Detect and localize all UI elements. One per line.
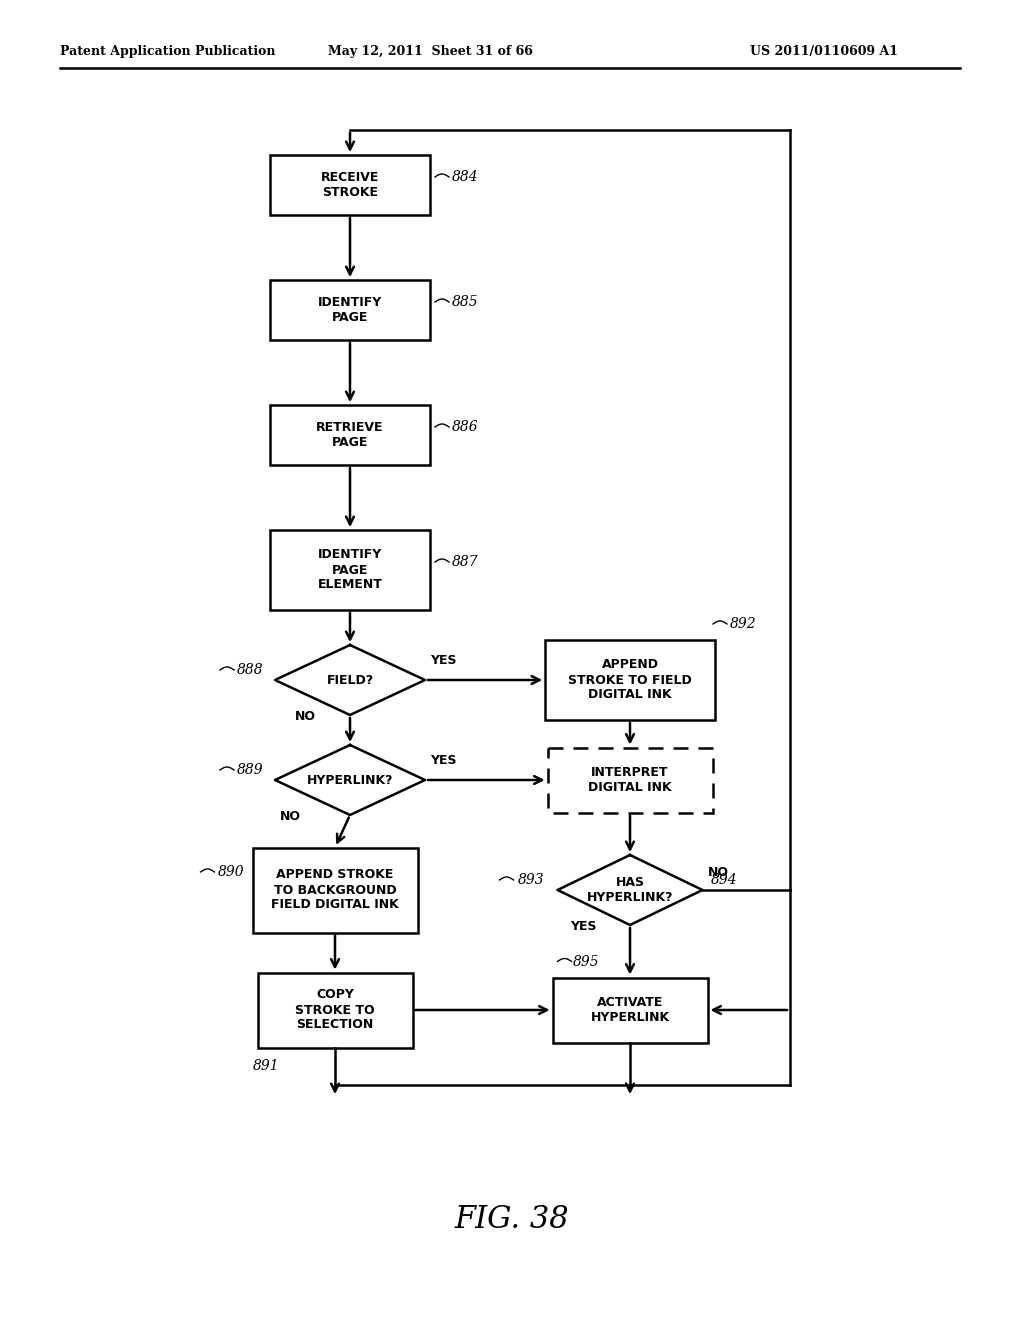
Text: IDENTIFY
PAGE
ELEMENT: IDENTIFY PAGE ELEMENT (317, 549, 382, 591)
Bar (548, 747, 713, 813)
Text: 891: 891 (253, 1059, 280, 1072)
Text: ACTIVATE
HYPERLINK: ACTIVATE HYPERLINK (591, 997, 670, 1024)
Text: 890: 890 (217, 865, 244, 879)
Text: May 12, 2011  Sheet 31 of 66: May 12, 2011 Sheet 31 of 66 (328, 45, 532, 58)
Text: 893: 893 (517, 873, 544, 887)
Text: HAS
HYPERLINK?: HAS HYPERLINK? (587, 876, 673, 904)
Text: 889: 889 (237, 763, 263, 777)
Text: NO: NO (280, 810, 301, 822)
Bar (257, 973, 413, 1048)
Text: INTERPRET
DIGITAL INK: INTERPRET DIGITAL INK (588, 766, 672, 795)
Text: APPEND STROKE
TO BACKGROUND
FIELD DIGITAL INK: APPEND STROKE TO BACKGROUND FIELD DIGITA… (271, 869, 399, 912)
Bar (253, 847, 418, 932)
Text: NO: NO (708, 866, 728, 879)
Text: YES: YES (430, 754, 457, 767)
Text: 886: 886 (452, 420, 478, 434)
Text: 888: 888 (237, 663, 263, 677)
Text: YES: YES (430, 653, 457, 667)
Text: YES: YES (570, 920, 597, 933)
Bar (545, 640, 715, 719)
Text: 884: 884 (452, 170, 478, 183)
Text: IDENTIFY
PAGE: IDENTIFY PAGE (317, 296, 382, 323)
Text: COPY
STROKE TO
SELECTION: COPY STROKE TO SELECTION (295, 989, 375, 1031)
Bar (270, 280, 430, 341)
Text: 887: 887 (452, 554, 478, 569)
Text: FIG. 38: FIG. 38 (455, 1204, 569, 1236)
Text: 894: 894 (711, 873, 737, 887)
Text: APPEND
STROKE TO FIELD
DIGITAL INK: APPEND STROKE TO FIELD DIGITAL INK (568, 659, 692, 701)
Text: NO: NO (295, 710, 316, 723)
Text: HYPERLINK?: HYPERLINK? (307, 774, 393, 787)
Text: 892: 892 (730, 616, 757, 631)
Bar (270, 405, 430, 465)
Text: FIELD?: FIELD? (327, 673, 374, 686)
Bar (270, 531, 430, 610)
Text: 895: 895 (572, 954, 599, 969)
Text: RECEIVE
STROKE: RECEIVE STROKE (321, 172, 379, 199)
Bar (553, 978, 708, 1043)
Text: RETRIEVE
PAGE: RETRIEVE PAGE (316, 421, 384, 449)
Text: US 2011/0110609 A1: US 2011/0110609 A1 (750, 45, 898, 58)
Text: Patent Application Publication: Patent Application Publication (60, 45, 275, 58)
Bar (270, 154, 430, 215)
Text: 885: 885 (452, 294, 478, 309)
